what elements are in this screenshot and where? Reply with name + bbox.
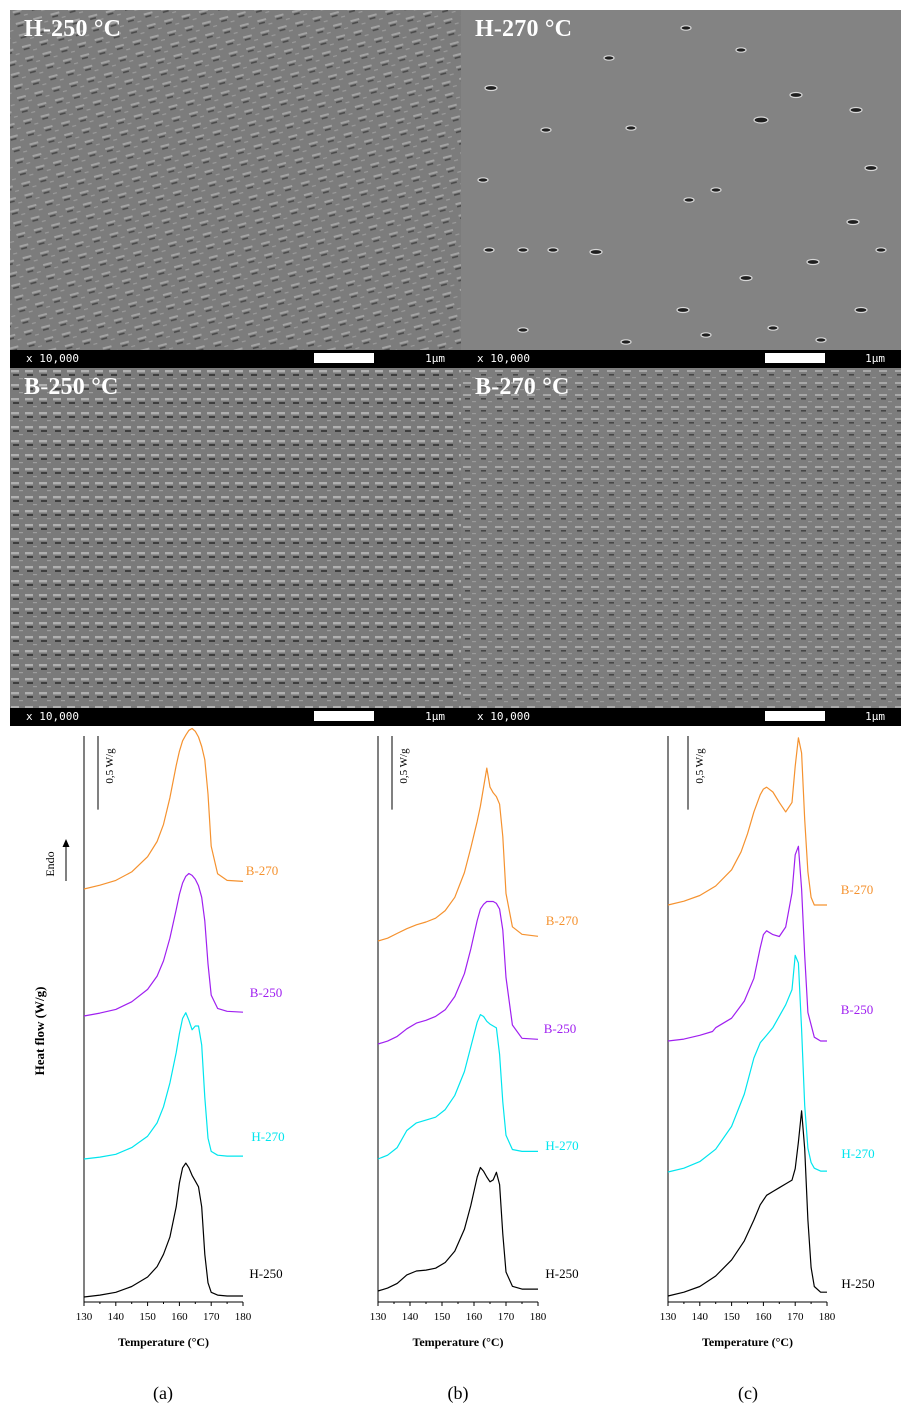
sem-panel-b270: B-270 °C x 10,000 1μm [461,368,901,726]
series-line-b-270 [83,727,244,890]
x-tick-label: 170 [787,1311,804,1323]
x-tick-label: 160 [755,1311,772,1323]
endo-arrow-icon [62,839,70,881]
series-label-b-250: B-250 [841,1002,874,1017]
series-line-b-270 [667,737,827,906]
series-line-b-250 [667,845,827,1042]
sem-label: B-250 °C [24,374,119,400]
series-line-b-270 [377,767,539,942]
sem-info-bar: x 10,000 1μm [10,350,461,368]
x-tick-label: 160 [466,1311,483,1323]
sem-label: B-270 °C [475,374,570,400]
x-tick-label: 160 [171,1311,188,1323]
scale-bar [765,353,825,363]
scale-bar-label: 0,5 W/g [104,748,116,784]
panel-letter-a: (a) [153,1383,173,1404]
series-label-b-270: B-270 [246,863,279,878]
series-line-h-250 [667,1110,827,1297]
series-line-h-270 [83,1012,243,1160]
scale-bar [314,353,374,363]
series-label-b-250: B-250 [544,1021,577,1036]
sem-panel-b250: B-250 °C x 10,000 1μm [10,368,461,726]
series-line-h-250 [83,1162,243,1298]
sem-info-bar: x 10,000 1μm [461,708,901,726]
series-label-b-270: B-270 [841,882,874,897]
scale-unit-text: 1μm [425,352,445,365]
magnification-text: x 10,000 [477,352,530,365]
series-line-h-270 [377,1014,538,1160]
x-tick-label: 130 [660,1311,677,1323]
x-axis-label: Temperature (°C) [702,1335,793,1349]
scale-bar [765,711,825,721]
x-tick-label: 140 [402,1311,419,1323]
x-tick-label: 140 [108,1311,125,1323]
series-label-b-270: B-270 [546,913,579,928]
sem-micrograph-b270 [461,368,901,726]
series-label-h-250: H-250 [545,1266,578,1281]
series-label-h-270: H-270 [251,1129,284,1144]
y-axis-label: Heat flow (W/g) [32,987,47,1076]
series-label-h-270: H-270 [841,1146,874,1161]
scale-bar-label: 0,5 W/g [398,748,410,784]
sem-info-bar: x 10,000 1μm [10,708,461,726]
sem-label: H-250 °C [24,16,122,42]
magnification-text: x 10,000 [26,352,79,365]
x-tick-label: 150 [434,1311,451,1323]
x-tick-label: 180 [530,1311,547,1323]
sem-micrograph-h250 [10,10,461,368]
series-line-b-250 [377,900,539,1045]
magnification-text: x 10,000 [26,710,79,723]
x-axis-label: Temperature (°C) [118,1335,209,1349]
series-line-b-250 [83,872,244,1017]
x-tick-label: 180 [235,1311,252,1323]
x-tick-label: 170 [203,1311,220,1323]
x-tick-label: 150 [723,1311,740,1323]
magnification-text: x 10,000 [477,710,530,723]
series-line-h-250 [377,1166,538,1292]
scale-bar-label: 0,5 W/g [694,748,706,784]
series-label-h-250: H-250 [249,1266,282,1281]
x-tick-label: 150 [139,1311,156,1323]
x-tick-label: 140 [692,1311,709,1323]
sem-micrograph-h270 [461,10,901,368]
sem-panel-h270: H-270 °C x 10,000 1μm [461,10,901,368]
scale-unit-text: 1μm [425,710,445,723]
scale-unit-text: 1μm [865,352,885,365]
series-line-h-270 [667,954,827,1173]
panel-letter-b: (b) [448,1383,469,1404]
series-label-h-270: H-270 [545,1138,578,1153]
series-label-b-250: B-250 [250,985,283,1000]
sem-micrograph-b250 [10,368,461,726]
x-tick-label: 180 [819,1311,836,1323]
x-tick-label: 170 [498,1311,515,1323]
sem-label: H-270 °C [475,16,573,42]
sem-info-bar: x 10,000 1μm [461,350,901,368]
endo-label: Endo [43,851,57,876]
x-tick-label: 130 [370,1311,387,1323]
x-axis-label: Temperature (°C) [412,1335,503,1349]
x-tick-label: 130 [76,1311,93,1323]
sem-panel-h250: H-250 °C x 10,000 1μm [10,10,461,368]
dsc-figure: Heat flow (W/g) Endo 130 140 150 160 170 180 T… [32,727,875,1404]
series-label-h-250: H-250 [841,1276,874,1291]
scale-unit-text: 1μm [865,710,885,723]
scale-bar [314,711,374,721]
panel-letter-c: (c) [738,1383,758,1404]
